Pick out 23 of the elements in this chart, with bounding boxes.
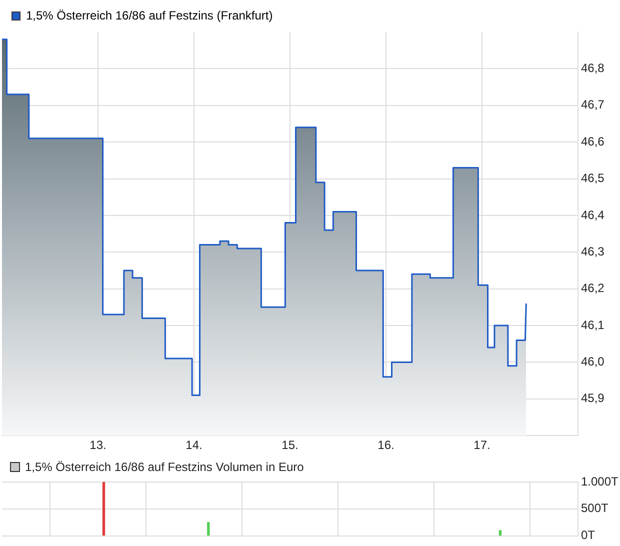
bar xyxy=(102,482,106,536)
y-tick-label: 46,0 xyxy=(581,354,605,369)
x-tick-label: 16. xyxy=(378,438,394,452)
y-tick-label: 1.000T xyxy=(581,474,620,488)
y-tick-label: 500T xyxy=(581,501,610,516)
x-tick-label: 13. xyxy=(90,438,106,452)
y-tick-label: 46,6 xyxy=(581,134,605,148)
y-tick-label: 46,4 xyxy=(581,208,605,222)
x-tick-label: 14. xyxy=(186,438,202,452)
legend-label: 1,5% Österreich 16/86 auf Festzins (Frankfurt) xyxy=(26,8,273,22)
y-tick-label: 0T xyxy=(581,528,596,542)
y-tick-label: 46,3 xyxy=(581,244,605,258)
x-tick-label: 15. xyxy=(282,438,298,452)
bar xyxy=(207,522,210,536)
y-tick-label: 46,1 xyxy=(581,318,605,332)
y-tick-label: 46,8 xyxy=(581,61,605,76)
y-tick-label: 46,2 xyxy=(581,281,605,296)
y-tick-label: 46,5 xyxy=(581,171,605,186)
x-tick-label: 17. xyxy=(474,438,490,452)
bar xyxy=(498,530,502,536)
y-tick-label: 45,9 xyxy=(581,391,605,406)
y-tick-label: 46,7 xyxy=(581,98,605,112)
text: 1,5% Österreich 16/86 auf Festzins Volumen in Euro xyxy=(25,460,304,474)
